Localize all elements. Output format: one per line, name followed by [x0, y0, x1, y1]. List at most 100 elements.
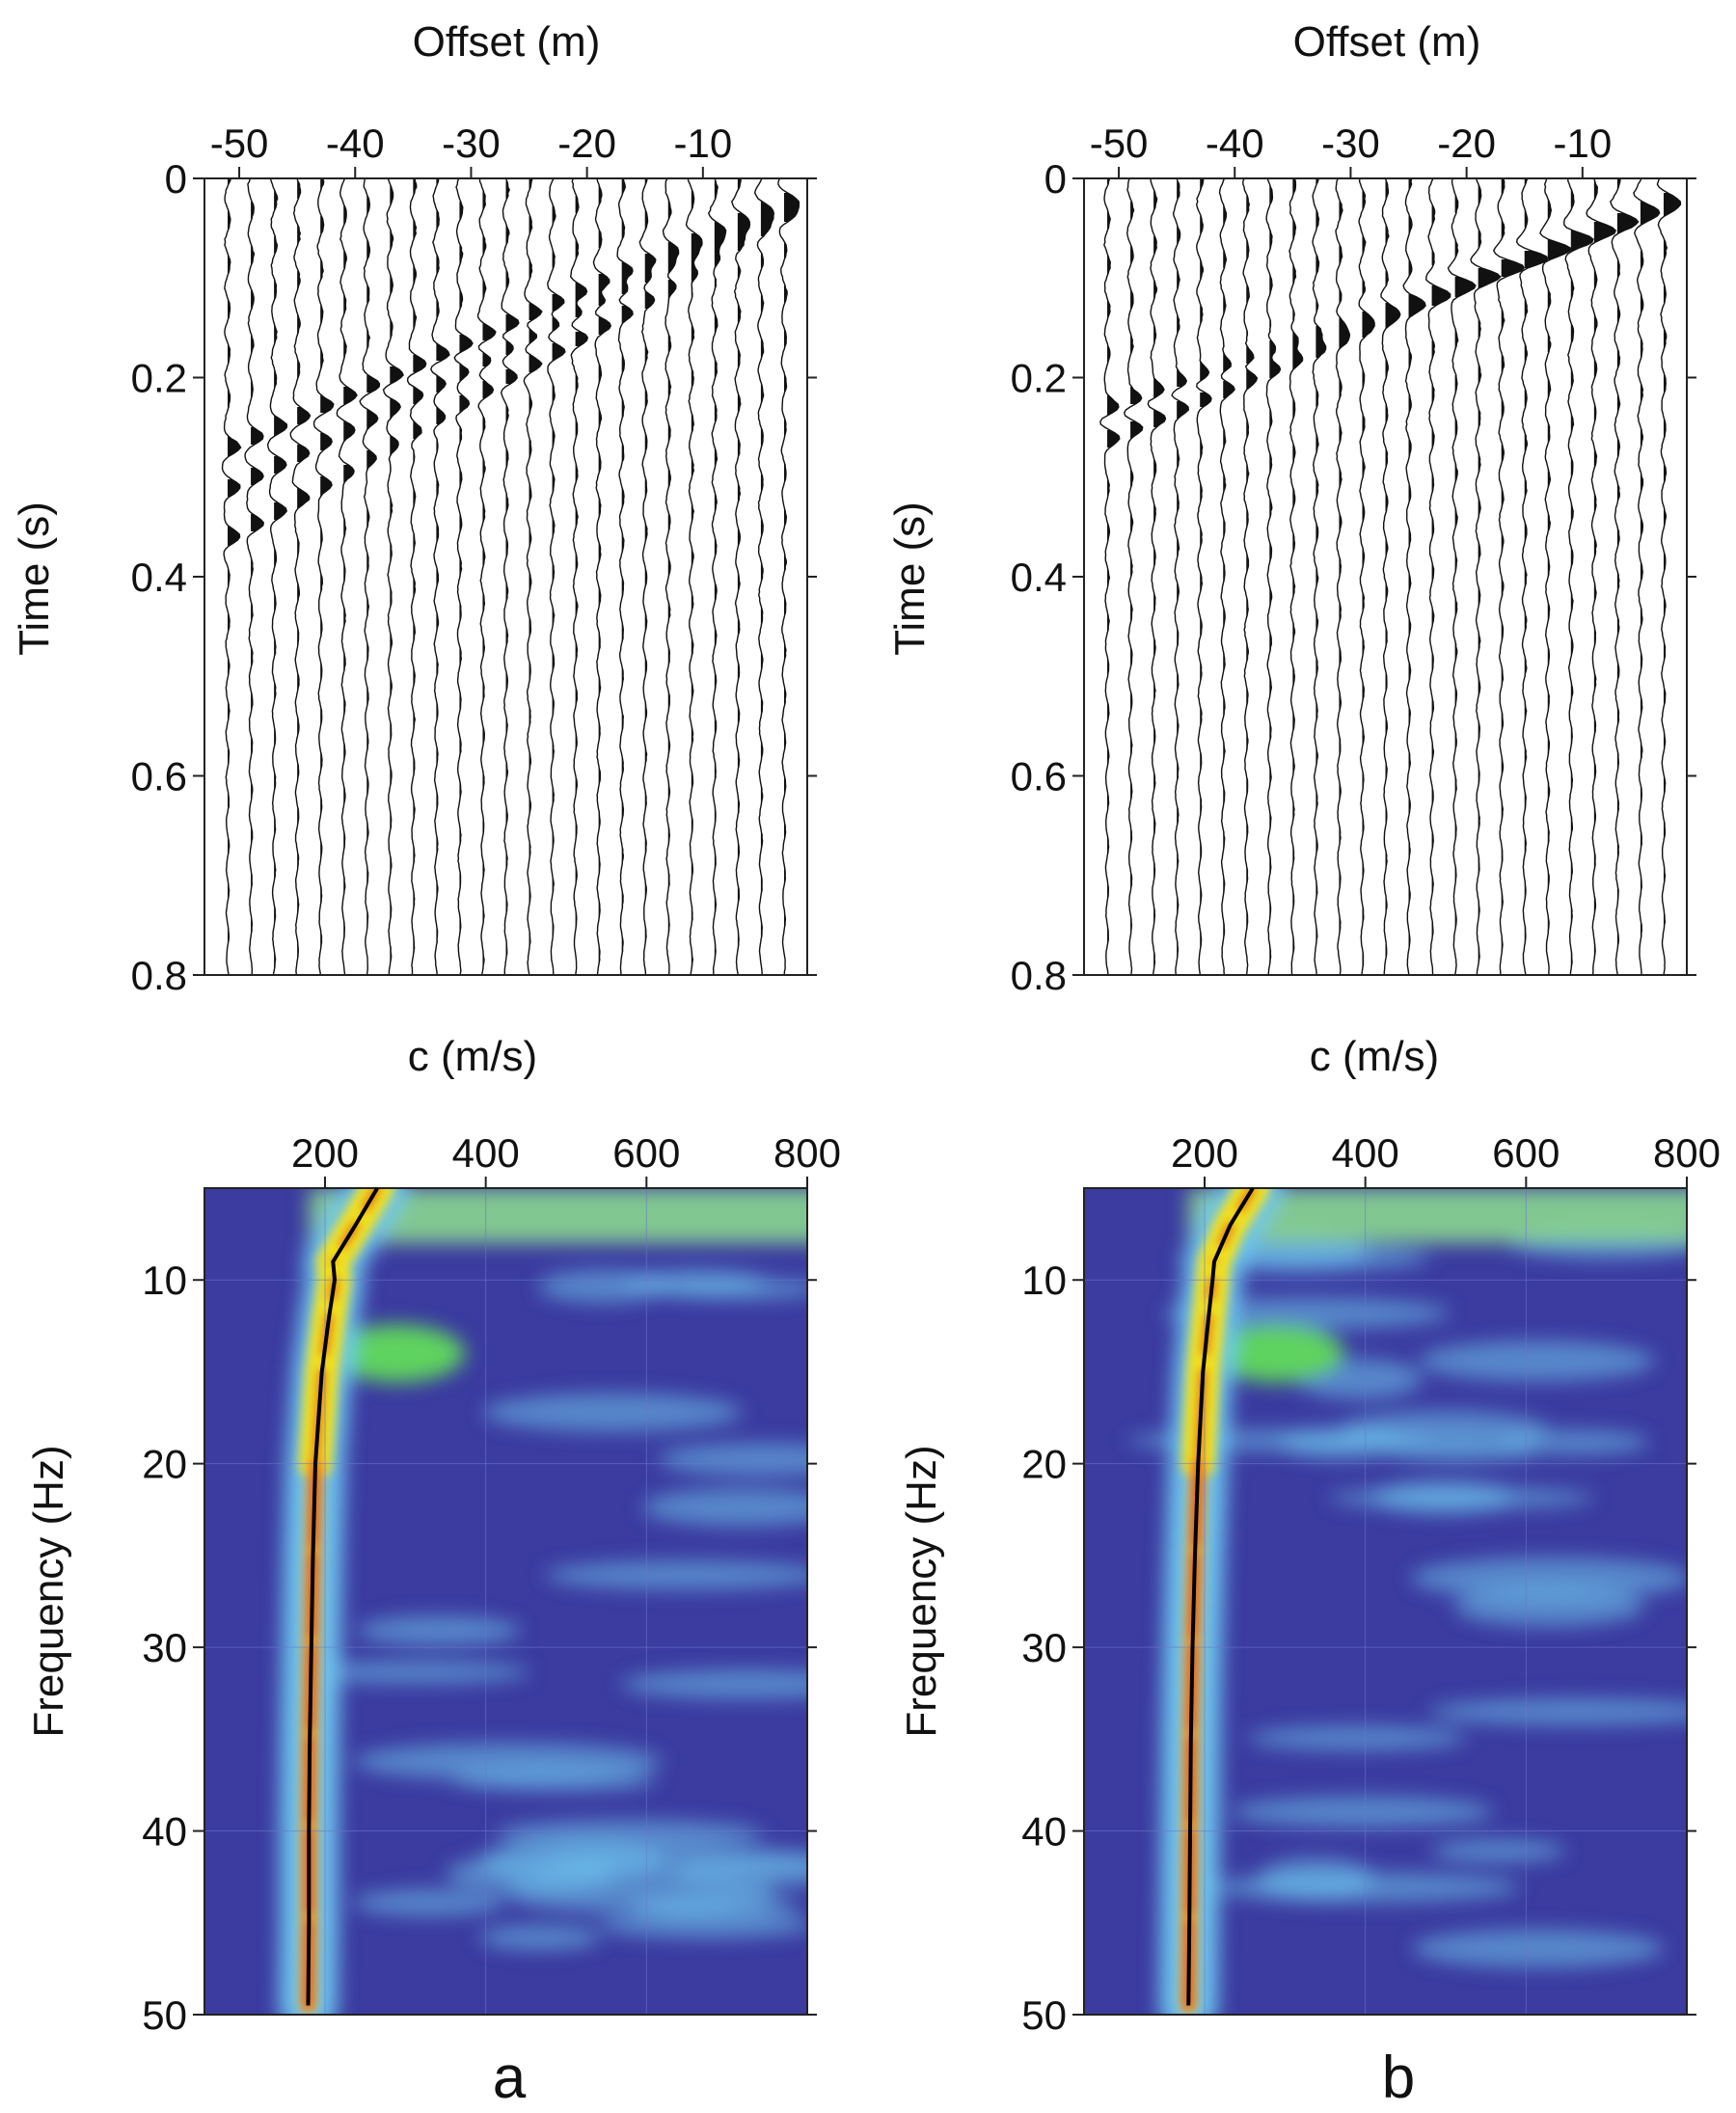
trace-fill — [1408, 751, 1411, 772]
seismic-trace — [266, 177, 288, 975]
trace-fill — [505, 627, 508, 647]
trace-fill — [1478, 676, 1480, 696]
trace-fill — [1153, 592, 1155, 612]
trace-fill — [598, 317, 611, 335]
trace-fill — [1408, 884, 1411, 905]
trace-fill — [320, 841, 322, 861]
trace-fill — [436, 656, 439, 676]
trace-fill — [251, 647, 253, 667]
trace-fill — [783, 329, 787, 349]
trace-fill — [274, 280, 277, 300]
trace-fill — [1107, 430, 1120, 447]
seismic-trace — [1470, 177, 1502, 975]
trace-fill — [552, 743, 555, 760]
trace-fill — [644, 656, 647, 676]
trace-fill — [1431, 563, 1434, 581]
trace-fill — [1200, 884, 1202, 905]
trace-fill — [760, 474, 763, 494]
trace-fill — [737, 482, 741, 502]
trace-fill — [1362, 951, 1364, 968]
trace-fill — [482, 772, 484, 792]
trace-fill — [366, 508, 369, 528]
trace-fill — [1130, 780, 1132, 800]
trace-fill — [1177, 763, 1179, 780]
trace-fill — [1663, 329, 1667, 349]
trace-fill — [667, 199, 671, 219]
trace-fill — [320, 433, 333, 450]
trace-fill — [1408, 482, 1411, 502]
trace-fill — [1385, 358, 1389, 378]
trace-fill — [1663, 864, 1666, 884]
trace-fill — [1107, 178, 1110, 184]
trace-fill — [598, 945, 600, 965]
trace-fill — [1547, 335, 1551, 352]
trace-fill — [1524, 343, 1528, 364]
trace-fill — [529, 751, 531, 772]
trace-fill — [413, 621, 416, 641]
trace-fill — [1269, 543, 1272, 563]
trace-fill — [1593, 494, 1596, 511]
trace-fill — [1593, 850, 1596, 870]
trace-fill — [1246, 346, 1254, 364]
trace-fill — [552, 384, 556, 404]
seismic-trace — [1586, 177, 1617, 975]
x-ticks-a: -50 -40 -30 -20 -10 — [210, 121, 732, 178]
trace-fill — [366, 375, 380, 393]
trace-fill — [1292, 332, 1303, 369]
trace-fill — [390, 945, 392, 965]
trace-fill — [1478, 230, 1481, 248]
trace-fill — [482, 190, 486, 210]
trace-fill — [529, 884, 530, 905]
trace-fill — [436, 479, 439, 497]
trace-fill — [1478, 722, 1480, 740]
trace-fill — [1593, 627, 1596, 647]
trace-fill — [1547, 288, 1551, 309]
trace-fill — [1339, 202, 1343, 219]
trace-fill — [1292, 667, 1295, 688]
trace-fill — [1316, 326, 1326, 358]
trace-fill — [760, 919, 763, 939]
x-axis-title-b: Offset (m) — [1293, 18, 1481, 66]
trace-fill — [482, 905, 484, 925]
trace-fill — [413, 890, 415, 910]
trace-fill — [1431, 607, 1434, 627]
trace-fill — [1431, 919, 1433, 939]
y-tick-label: 0.2 — [131, 356, 187, 401]
trace-fill — [1177, 494, 1180, 514]
trace-fill — [621, 262, 633, 294]
x-tick-label: -40 — [1206, 121, 1264, 166]
trace-fill — [1339, 647, 1342, 667]
trace-fill — [436, 925, 438, 945]
trace-fill — [436, 612, 439, 633]
trace-fill — [297, 673, 299, 691]
x-tick-label: 400 — [1332, 1130, 1399, 1176]
x-tick-label: 600 — [612, 1130, 680, 1176]
trace-fill — [1246, 777, 1248, 795]
trace-fill — [1130, 737, 1132, 757]
trace-fill — [783, 688, 786, 705]
trace-fill — [343, 919, 345, 939]
trace-fill — [343, 421, 355, 442]
energy-patch — [1419, 1341, 1655, 1382]
trace-fill — [482, 459, 486, 476]
trace-fill — [1130, 245, 1134, 265]
trace-fill — [621, 355, 625, 372]
x-tick-label: 400 — [452, 1130, 520, 1176]
trace-fill — [667, 870, 670, 890]
trace-fill — [529, 303, 542, 320]
trace-fill — [1524, 881, 1526, 899]
trace-fill — [760, 829, 763, 850]
trace-fill — [529, 795, 531, 815]
trace-fill — [1431, 251, 1435, 265]
trace-fill — [737, 705, 740, 725]
trace-fill — [366, 329, 370, 349]
x-tick-label: -30 — [1321, 121, 1380, 166]
trace-fill — [1570, 905, 1573, 925]
trace-fill — [413, 309, 417, 329]
trace-fill — [1616, 528, 1619, 546]
trace-fill — [1616, 751, 1619, 772]
trace-fill — [644, 479, 647, 497]
trace-fill — [1107, 656, 1109, 676]
trace-fill — [320, 528, 323, 549]
trace-fill — [1431, 653, 1434, 670]
